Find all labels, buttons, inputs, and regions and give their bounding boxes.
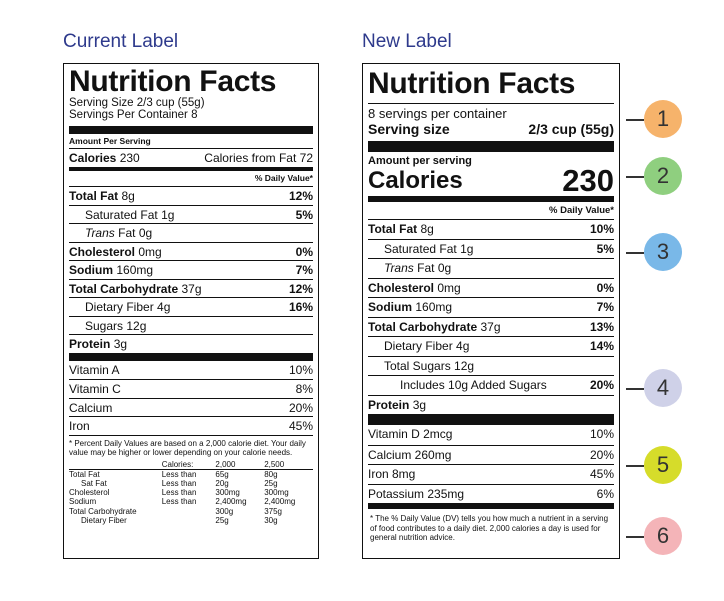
added-sugars-row: Includes 10g Added Sugars 20% <box>368 375 614 395</box>
new-nutrition-label: Nutrition Facts 8 servings per container… <box>362 63 620 559</box>
calories-value: 230 <box>119 151 140 165</box>
callout-badge-5: 5 <box>644 446 682 484</box>
dv-header: % Daily Value* <box>254 173 313 183</box>
calories-row: Calories 230 <box>368 163 614 198</box>
medium-divider <box>368 196 614 202</box>
medium-divider <box>69 167 313 171</box>
servings-per-container: Servings Per Container 8 <box>69 109 198 121</box>
vitamin-row: Potassium 235mg 6% <box>368 483 614 504</box>
vitamin-row: Calcium 20% <box>69 397 313 417</box>
current-label-heading: Current Label <box>63 31 179 52</box>
nutrient-row: Saturated Fat 1g 5% <box>69 204 313 224</box>
new-label-heading: New Label <box>362 31 452 52</box>
serving-size-label: Serving size <box>368 121 450 137</box>
calories-row: Calories 230 Calories from Fat 72 <box>69 148 313 167</box>
servings-per-container: 8 servings per container <box>368 103 614 121</box>
vitamin-row: Calcium 260mg 20% <box>368 444 614 465</box>
callout-line <box>626 119 644 121</box>
nutrient-row: Total Sugars 12g <box>368 355 614 376</box>
footnote: * The % Daily Value (DV) tells you how m… <box>370 514 609 542</box>
daily-values-table: Calories: 2,000 2,500 Total Fat Less than 65… <box>69 460 313 525</box>
nutrient-row: Total Fat 8g 10% <box>368 219 614 239</box>
callout-line <box>626 465 644 467</box>
current-nutrition-label: Nutrition Facts Serving Size 2/3 cup (55… <box>63 63 319 559</box>
calories-from-fat: Calories from Fat 72 <box>204 151 313 165</box>
callout-badge-4: 4 <box>644 369 682 407</box>
nutrient-row: Sodium 160mg 7% <box>69 260 313 279</box>
serving-size: Serving Size 2/3 cup (55g) <box>69 97 205 109</box>
serving-size-row: Serving size 2/3 cup (55g) <box>368 121 614 138</box>
nutrient-row: Sugars 12g <box>69 315 313 335</box>
vitamin-row: Vitamin A 10% <box>69 362 313 377</box>
serving-size-value: 2/3 cup (55g) <box>528 121 614 137</box>
dv-header: % Daily Value* <box>549 205 614 216</box>
label-title: Nutrition Facts <box>368 67 576 100</box>
vitamin-row: Iron 8mg 45% <box>368 464 614 484</box>
amount-per-serving: Amount Per Serving <box>69 136 151 146</box>
callout-line <box>626 176 644 178</box>
thick-divider <box>368 141 614 152</box>
nutrient-row: Sodium 160mg 7% <box>368 297 614 317</box>
amount-per-serving: Amount per serving <box>368 155 472 167</box>
vitamin-row: Iron 45% <box>69 416 313 435</box>
nutrient-row: Protein 3g <box>69 334 313 353</box>
medium-divider <box>368 503 614 509</box>
vitamin-row: Vitamin D 2mcg 10% <box>368 427 614 441</box>
footnote: * Percent Daily Values are based on a 2,… <box>69 434 313 460</box>
callout-badge-6: 6 <box>644 517 682 555</box>
callout-line <box>626 536 644 538</box>
callout-badge-2: 2 <box>644 157 682 195</box>
callout-line <box>626 252 644 254</box>
calories-label: Calories <box>368 167 463 194</box>
nutrient-row: Saturated Fat 1g 5% <box>368 238 614 259</box>
callout-badge-1: 1 <box>644 100 682 138</box>
nutrient-row: Dietary Fiber 4g 14% <box>368 336 614 356</box>
nutrient-row: Trans Fat 0g <box>368 258 614 278</box>
nutrient-row: Total Carbohydrate 37g 13% <box>368 316 614 337</box>
nutrient-row: Total Fat 8g 12% <box>69 186 313 205</box>
thick-divider <box>69 126 313 134</box>
label-title: Nutrition Facts <box>69 65 277 98</box>
vitamin-row: Vitamin C 8% <box>69 379 313 398</box>
thick-divider <box>368 414 614 425</box>
callout-badge-3: 3 <box>644 233 682 271</box>
callout-line <box>626 388 644 390</box>
calories-label: Calories <box>69 151 117 165</box>
nutrient-row: Cholesterol 0mg 0% <box>69 241 313 261</box>
nutrient-row: Protein 3g <box>368 394 614 415</box>
thick-divider <box>69 352 313 361</box>
nutrient-row: Cholesterol 0mg 0% <box>368 277 614 298</box>
nutrient-row: Total Carbohydrate 37g 12% <box>69 278 313 298</box>
nutrient-row: Trans Fat 0g <box>69 223 313 242</box>
calories-value: 230 <box>562 163 614 198</box>
nutrient-row: Dietary Fiber 4g 16% <box>69 297 313 316</box>
